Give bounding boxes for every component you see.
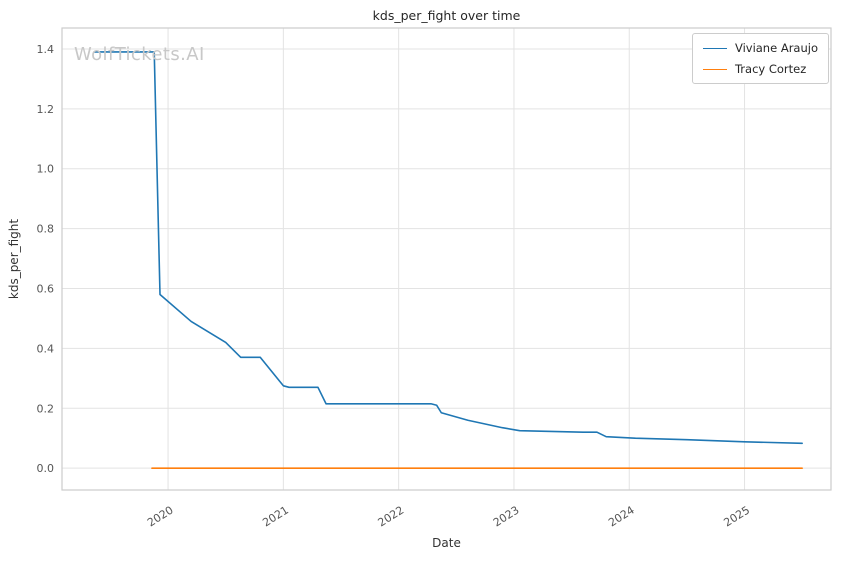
series-line [93,51,803,445]
legend-label: Viviane Araujo [734,41,818,55]
y-tick-label: 1.0 [37,163,55,176]
x-tick-label: 2024 [606,504,637,530]
legend-line-swatch [702,68,727,70]
legend-item: Viviane Araujo [702,41,818,55]
y-tick-label: 1.4 [37,43,55,56]
x-tick-label: 2022 [376,504,407,530]
legend-line-swatch [702,47,727,49]
y-tick-label: 0.6 [37,282,55,295]
plot-background [62,28,831,490]
x-tick-label: 2020 [145,504,176,530]
legend-label: Tracy Cortez [734,62,807,76]
legend-item: Tracy Cortez [702,62,818,76]
axes-border [61,27,832,491]
y-tick-label: 0.4 [37,342,55,355]
x-tick-label: 2023 [491,504,522,530]
x-tick-label: 2021 [260,504,291,530]
y-tick-label: 1.2 [37,103,55,116]
legend: Viviane Araujo Tracy Cortez [691,33,829,84]
watermark: WolfTickets.AI [74,44,205,65]
x-tick-label: 2025 [721,504,752,530]
y-tick-label: 0.0 [37,462,55,475]
y-tick-label: 0.8 [37,223,55,236]
chart-title: kds_per_fight over time [372,8,521,23]
y-axis-label: kds_per_fight [7,218,21,300]
x-axis-label: Date [432,536,461,550]
y-tick-label: 0.2 [37,402,55,415]
